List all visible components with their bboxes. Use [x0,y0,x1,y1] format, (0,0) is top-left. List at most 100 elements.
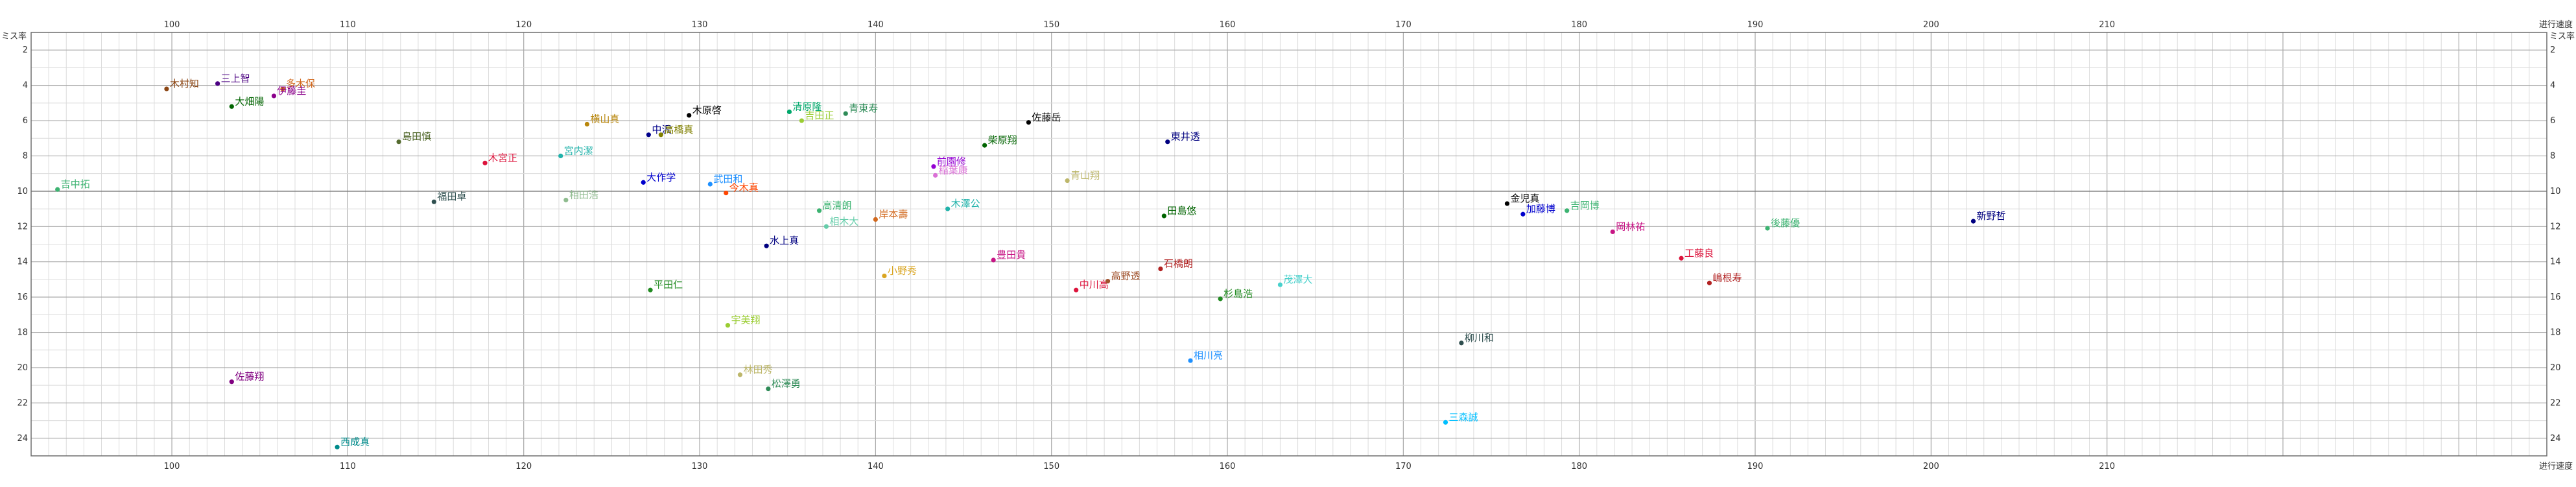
y-tick-label-right: 12 [2550,222,2561,232]
point-label: 高橋真 [664,124,693,136]
point-label: 伊藤圭 [277,85,306,97]
point-marker [1504,201,1510,206]
point-label: 石橋朗 [1164,258,1193,270]
point-label: 佐藤翔 [235,371,264,383]
point-label: 相川亮 [1194,350,1223,361]
data-point: 青東寿 [843,102,878,116]
point-marker [1443,420,1448,425]
data-point: 石橋朗 [1158,258,1193,272]
point-marker [229,379,234,385]
point-marker [724,190,729,196]
point-marker [335,444,340,449]
point-marker [1520,211,1526,217]
x-tick-label-top: 200 [1923,20,1939,30]
data-point: 嶋根寿 [1707,272,1742,285]
point-label: 清原隆 [792,101,821,112]
y-tick-label-left: 24 [17,434,28,444]
point-marker [646,132,651,137]
x-tick-label-top: 110 [340,20,356,30]
y-tick-label-left: 6 [23,116,28,126]
y-tick-label-left: 12 [17,222,28,232]
point-marker [1105,279,1111,284]
point-marker [280,86,285,91]
point-label: 三上智 [221,73,250,84]
point-label: 吉岡博 [1570,200,1600,211]
point-label: 木村知 [170,78,199,89]
y-axis-title-right: ミス率 [2549,31,2575,42]
point-label: 柳川和 [1465,332,1494,344]
point-label: 松澤勇 [772,378,801,390]
x-tick-label-top: 210 [2099,20,2115,30]
data-point: 後藤優 [1765,217,1800,231]
x-tick-label-bottom: 190 [1747,462,1764,471]
y-axis-title-left: ミス率 [1,31,27,42]
point-label: 新野哲 [1976,210,2005,222]
plot-frame [30,32,2547,457]
data-point: 杉島浩 [1218,288,1253,302]
point-marker [931,164,936,169]
x-tick-label-top: 160 [1220,20,1236,30]
data-point: 平田仁 [648,279,683,292]
data-point: 金児真 [1504,193,1539,206]
point-marker [1158,266,1163,272]
data-point: 高清朗 [816,200,852,213]
data-point: 高野透 [1105,270,1140,284]
y-tick-label-right: 18 [2550,328,2561,338]
data-point: 新野哲 [1970,210,2005,224]
y-tick-label-right: 4 [2550,81,2555,91]
x-tick-label-bottom: 210 [2099,462,2115,471]
y-tick-label-right: 24 [2550,434,2561,444]
data-point: 木村知 [164,78,199,91]
data-point: 岸本壽 [873,208,908,222]
x-tick-label-top: 140 [868,20,884,30]
point-label: 宮内潔 [564,145,593,156]
data-point: 宮内潔 [558,145,593,159]
point-marker [648,287,653,292]
point-label: 小野秀 [888,265,917,276]
point-marker [396,139,401,145]
point-label: 西成真 [340,436,370,447]
x-tick-label-bottom: 100 [164,462,180,471]
point-marker [584,121,589,127]
x-tick-label-bottom: 160 [1220,462,1236,471]
data-point: 岡林祐 [1610,220,1645,235]
point-label: 杉島浩 [1223,288,1253,300]
data-point: 横山真 [584,113,619,127]
point-label: 福田卓 [437,191,466,202]
point-marker [563,197,569,203]
x-tick-label-top: 180 [1571,20,1587,30]
point-marker [1277,282,1283,287]
point-marker [271,93,277,99]
point-label: 金児真 [1510,193,1539,204]
data-point: 吉中拓 [55,178,90,192]
point-label: 平田仁 [654,279,683,291]
data-point: 島田慎 [396,131,431,145]
data-point: 豊田貴 [991,249,1026,263]
y-tick-label-right: 20 [2550,363,2561,373]
point-label: 茂澤大 [1283,274,1312,285]
point-label: 加藤博 [1526,203,1555,215]
data-point: 三森誠 [1443,411,1478,425]
data-point: 青山翔 [1065,170,1100,184]
data-point: 中沢 [646,124,671,137]
y-tick-label-left: 2 [23,45,28,55]
point-label: 前園修 [937,156,966,167]
y-tick-label-right: 22 [2550,398,2561,408]
x-tick-label-top: 130 [692,20,708,30]
point-marker [766,386,771,392]
point-marker [1161,213,1166,219]
y-tick-label-right: 8 [2550,151,2555,161]
data-point: 三上智 [215,73,250,86]
point-marker [737,372,743,377]
y-tick-label-right: 2 [2550,45,2555,55]
point-label: 今木真 [729,182,759,194]
point-marker [725,323,731,328]
data-point: 柴原翔 [982,134,1017,148]
point-marker [1026,120,1032,125]
point-marker [786,109,792,115]
data-point: 武田和 [707,173,742,187]
point-marker [431,199,436,204]
point-label: 青山翔 [1070,170,1100,182]
point-marker [1679,255,1684,261]
data-point: 多木保 [280,78,315,91]
